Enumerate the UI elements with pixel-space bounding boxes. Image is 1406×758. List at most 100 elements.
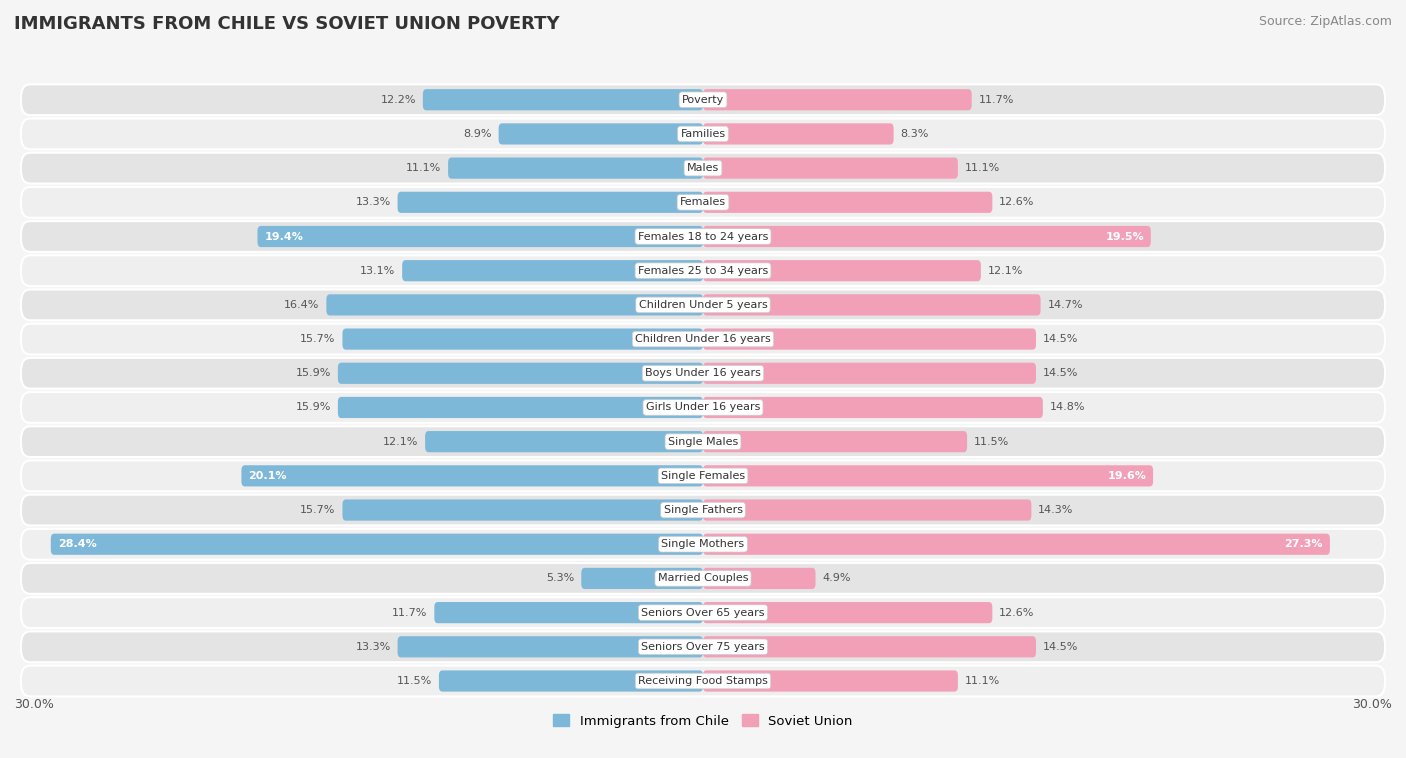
Legend: Immigrants from Chile, Soviet Union: Immigrants from Chile, Soviet Union	[548, 709, 858, 733]
FancyBboxPatch shape	[21, 221, 1385, 252]
Text: 11.7%: 11.7%	[392, 608, 427, 618]
Text: 11.1%: 11.1%	[406, 163, 441, 173]
FancyBboxPatch shape	[703, 362, 1036, 384]
Text: 11.7%: 11.7%	[979, 95, 1014, 105]
Text: 5.3%: 5.3%	[546, 574, 575, 584]
FancyBboxPatch shape	[21, 290, 1385, 321]
FancyBboxPatch shape	[21, 529, 1385, 559]
FancyBboxPatch shape	[21, 392, 1385, 423]
FancyBboxPatch shape	[499, 124, 703, 145]
Text: Females 18 to 24 years: Females 18 to 24 years	[638, 231, 768, 242]
Text: Source: ZipAtlas.com: Source: ZipAtlas.com	[1258, 15, 1392, 28]
Text: 30.0%: 30.0%	[1353, 698, 1392, 711]
Text: 11.5%: 11.5%	[974, 437, 1010, 446]
Text: Females: Females	[681, 197, 725, 207]
Text: Children Under 5 years: Children Under 5 years	[638, 300, 768, 310]
FancyBboxPatch shape	[21, 631, 1385, 662]
Text: Single Fathers: Single Fathers	[664, 505, 742, 515]
Text: 16.4%: 16.4%	[284, 300, 319, 310]
FancyBboxPatch shape	[337, 397, 703, 418]
Text: Boys Under 16 years: Boys Under 16 years	[645, 368, 761, 378]
Text: IMMIGRANTS FROM CHILE VS SOVIET UNION POVERTY: IMMIGRANTS FROM CHILE VS SOVIET UNION PO…	[14, 15, 560, 33]
FancyBboxPatch shape	[21, 118, 1385, 149]
Text: 12.6%: 12.6%	[1000, 608, 1035, 618]
FancyBboxPatch shape	[398, 192, 703, 213]
FancyBboxPatch shape	[703, 328, 1036, 349]
Text: 30.0%: 30.0%	[14, 698, 53, 711]
FancyBboxPatch shape	[703, 226, 1152, 247]
FancyBboxPatch shape	[343, 328, 703, 349]
Text: 20.1%: 20.1%	[249, 471, 287, 481]
FancyBboxPatch shape	[21, 495, 1385, 525]
Text: Girls Under 16 years: Girls Under 16 years	[645, 402, 761, 412]
FancyBboxPatch shape	[703, 670, 957, 691]
FancyBboxPatch shape	[703, 192, 993, 213]
FancyBboxPatch shape	[423, 89, 703, 111]
Text: 11.1%: 11.1%	[965, 163, 1000, 173]
Text: Seniors Over 65 years: Seniors Over 65 years	[641, 608, 765, 618]
FancyBboxPatch shape	[21, 187, 1385, 218]
Text: 15.9%: 15.9%	[295, 402, 330, 412]
FancyBboxPatch shape	[21, 255, 1385, 286]
FancyBboxPatch shape	[21, 426, 1385, 457]
Text: 13.3%: 13.3%	[356, 642, 391, 652]
Text: 8.9%: 8.9%	[463, 129, 492, 139]
Text: 12.2%: 12.2%	[381, 95, 416, 105]
FancyBboxPatch shape	[703, 602, 993, 623]
FancyBboxPatch shape	[703, 500, 1032, 521]
FancyBboxPatch shape	[21, 563, 1385, 594]
Text: 13.3%: 13.3%	[356, 197, 391, 207]
Text: 12.6%: 12.6%	[1000, 197, 1035, 207]
Text: 14.3%: 14.3%	[1038, 505, 1074, 515]
FancyBboxPatch shape	[21, 460, 1385, 491]
FancyBboxPatch shape	[257, 226, 703, 247]
Text: Children Under 16 years: Children Under 16 years	[636, 334, 770, 344]
Text: Females 25 to 34 years: Females 25 to 34 years	[638, 266, 768, 276]
Text: 11.5%: 11.5%	[396, 676, 432, 686]
Text: 27.3%: 27.3%	[1285, 539, 1323, 550]
FancyBboxPatch shape	[703, 431, 967, 453]
Text: Receiving Food Stamps: Receiving Food Stamps	[638, 676, 768, 686]
FancyBboxPatch shape	[703, 294, 1040, 315]
FancyBboxPatch shape	[337, 362, 703, 384]
Text: 15.7%: 15.7%	[301, 334, 336, 344]
FancyBboxPatch shape	[343, 500, 703, 521]
Text: 14.5%: 14.5%	[1043, 368, 1078, 378]
Text: Seniors Over 75 years: Seniors Over 75 years	[641, 642, 765, 652]
Text: 12.1%: 12.1%	[382, 437, 418, 446]
FancyBboxPatch shape	[21, 358, 1385, 389]
Text: Poverty: Poverty	[682, 95, 724, 105]
FancyBboxPatch shape	[581, 568, 703, 589]
Text: 13.1%: 13.1%	[360, 266, 395, 276]
Text: 14.7%: 14.7%	[1047, 300, 1083, 310]
FancyBboxPatch shape	[703, 636, 1036, 657]
Text: 19.6%: 19.6%	[1108, 471, 1146, 481]
Text: 11.1%: 11.1%	[965, 676, 1000, 686]
Text: 14.5%: 14.5%	[1043, 334, 1078, 344]
FancyBboxPatch shape	[425, 431, 703, 453]
Text: Males: Males	[688, 163, 718, 173]
FancyBboxPatch shape	[21, 84, 1385, 115]
FancyBboxPatch shape	[703, 260, 981, 281]
FancyBboxPatch shape	[703, 397, 1043, 418]
Text: Married Couples: Married Couples	[658, 574, 748, 584]
FancyBboxPatch shape	[21, 597, 1385, 628]
Text: Families: Families	[681, 129, 725, 139]
FancyBboxPatch shape	[51, 534, 703, 555]
FancyBboxPatch shape	[449, 158, 703, 179]
Text: 19.4%: 19.4%	[264, 231, 304, 242]
Text: 14.5%: 14.5%	[1043, 642, 1078, 652]
FancyBboxPatch shape	[21, 324, 1385, 355]
Text: 4.9%: 4.9%	[823, 574, 851, 584]
FancyBboxPatch shape	[703, 89, 972, 111]
FancyBboxPatch shape	[703, 465, 1153, 487]
FancyBboxPatch shape	[326, 294, 703, 315]
FancyBboxPatch shape	[703, 568, 815, 589]
FancyBboxPatch shape	[703, 124, 894, 145]
Text: 15.7%: 15.7%	[301, 505, 336, 515]
FancyBboxPatch shape	[242, 465, 703, 487]
Text: 19.5%: 19.5%	[1105, 231, 1144, 242]
Text: 15.9%: 15.9%	[295, 368, 330, 378]
Text: 8.3%: 8.3%	[900, 129, 929, 139]
Text: 14.8%: 14.8%	[1050, 402, 1085, 412]
